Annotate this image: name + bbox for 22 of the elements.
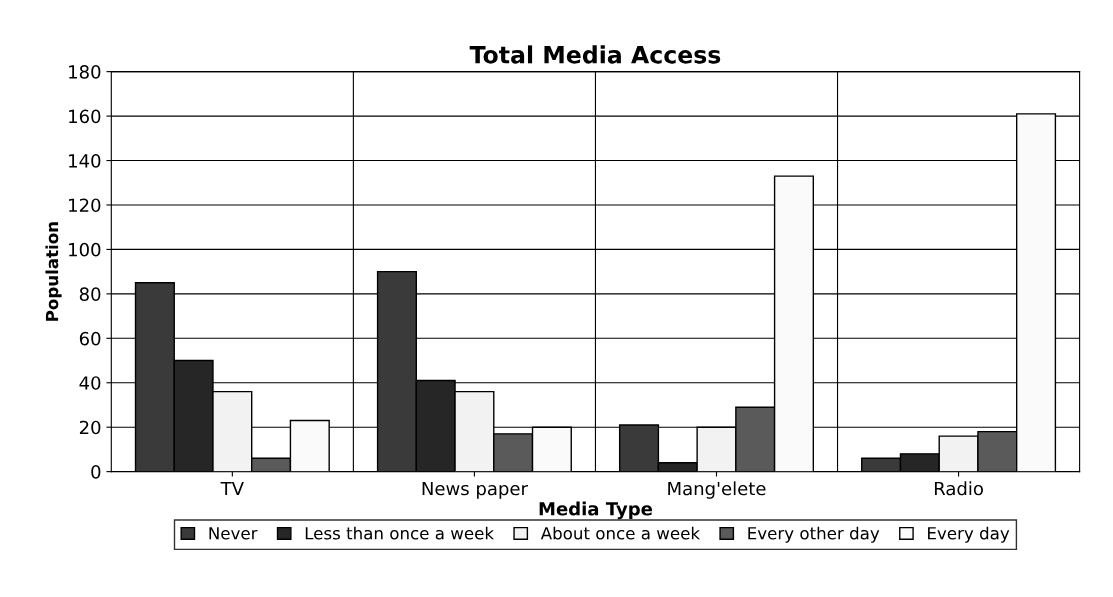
x-tick-label: Radio — [934, 481, 983, 496]
x-tick-label: TV — [220, 481, 244, 496]
y-tick-label: 80 — [79, 287, 101, 301]
y-tick-label: 0 — [91, 465, 101, 479]
chart-title: Total Media Access — [469, 45, 721, 64]
legend-label: About once a week — [540, 526, 701, 540]
y-tick-label: 140 — [69, 153, 101, 168]
x-tick-label: News paper — [422, 481, 528, 499]
legend-label: Less than once a week — [305, 526, 495, 540]
y-axis-title: Population — [45, 222, 62, 321]
y-tick-label: 120 — [69, 198, 101, 213]
y-tick-label: 60 — [79, 331, 101, 346]
legend-label: Never — [209, 527, 258, 540]
y-tick-label: 100 — [69, 242, 101, 257]
y-tick-label: 180 — [69, 65, 101, 79]
x-tick-label: Mang'elete — [668, 481, 766, 499]
y-tick-label: 20 — [79, 420, 101, 435]
y-tick-label: 160 — [69, 109, 101, 124]
y-tick-label: 40 — [79, 376, 101, 390]
x-axis-title: Media Type — [539, 501, 653, 520]
legend-label: Every other day — [748, 526, 880, 543]
legend-label: Every day — [928, 526, 1010, 543]
